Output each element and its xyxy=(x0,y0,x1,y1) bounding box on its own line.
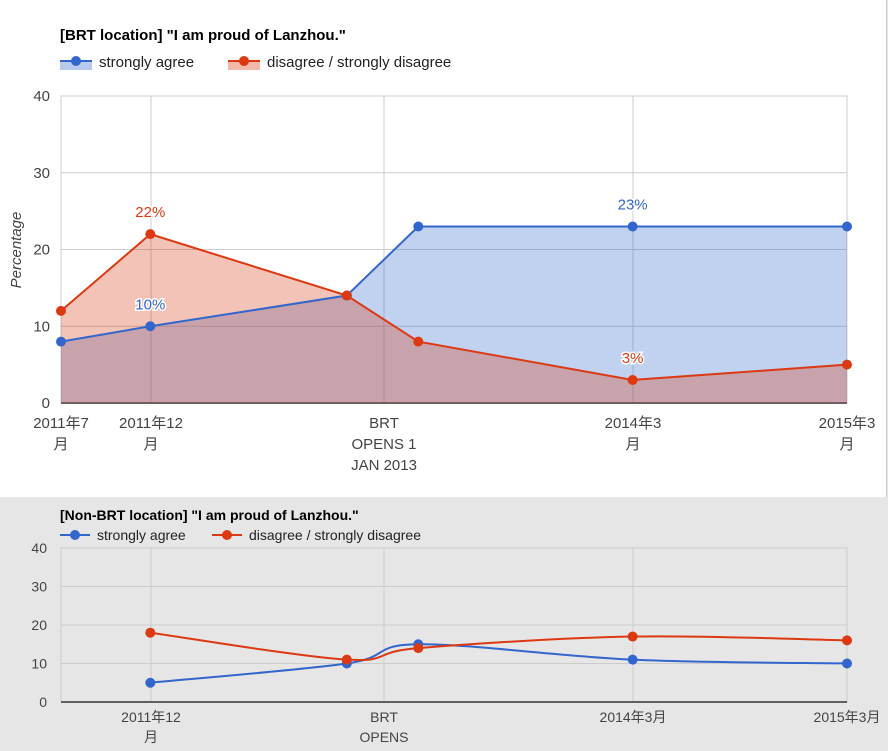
point-disagree-strongly-disagree[interactable] xyxy=(627,631,638,642)
legend-marker xyxy=(239,56,249,66)
y-axis-ticks: 0 10 20 30 40 xyxy=(33,88,50,412)
legend-item-strongly-agree[interactable]: strongly agree xyxy=(60,527,186,543)
line-strongly-agree xyxy=(60,225,847,343)
point-strongly-agree[interactable] xyxy=(56,336,66,347)
data-label: 3% xyxy=(622,350,644,367)
legend-item-disagree[interactable]: disagree / strongly disagree xyxy=(228,54,451,71)
legend-label: disagree / strongly disagree xyxy=(267,54,451,71)
point-strongly-agree[interactable] xyxy=(627,654,638,665)
point-strongly-agree[interactable] xyxy=(627,221,638,232)
y-tick-label: 30 xyxy=(33,165,50,182)
area-disagree-strongly-disagree xyxy=(61,234,847,403)
x-tick-label: BRT OPENS xyxy=(359,709,408,745)
x-tick-label: 2014年3月 xyxy=(600,709,667,725)
y-axis-ticks: 0 10 20 30 40 xyxy=(31,540,47,710)
chart-title: [BRT location] "I am proud of Lanzhou." xyxy=(60,27,346,44)
legend-marker xyxy=(70,530,80,540)
data-points xyxy=(56,221,852,385)
x-tick-label: 2011年7 月 xyxy=(33,415,89,453)
x-axis-ticks: 2011年12 月 BRT OPENS 2014年3月 2015年3月 xyxy=(121,709,880,745)
y-tick-label: 20 xyxy=(33,242,50,259)
point-disagree-strongly-disagree[interactable] xyxy=(341,654,352,665)
data-label: 22% xyxy=(135,204,165,221)
y-tick-label: 40 xyxy=(31,540,47,556)
point-disagree-strongly-disagree[interactable] xyxy=(145,229,156,240)
point-strongly-agree[interactable] xyxy=(413,221,424,232)
y-tick-label: 20 xyxy=(31,617,47,633)
legend-label: strongly agree xyxy=(97,527,186,543)
x-tick-label: BRT OPENS 1 JAN 2013 xyxy=(351,415,417,474)
point-strongly-agree[interactable] xyxy=(145,677,156,688)
legend-item-disagree[interactable]: disagree / strongly disagree xyxy=(212,527,421,543)
grid xyxy=(60,547,848,703)
series-lines xyxy=(60,225,848,381)
y-tick-label: 0 xyxy=(42,395,50,412)
y-tick-label: 0 xyxy=(39,694,47,710)
y-tick-label: 10 xyxy=(31,656,47,672)
line-strongly-agree xyxy=(150,643,848,684)
data-points xyxy=(145,627,852,688)
brt-chart-panel: [BRT location] "I am proud of Lanzhou." … xyxy=(0,0,887,497)
x-tick-label: 2011年12 月 xyxy=(121,709,181,745)
non-brt-chart-panel: [Non-BRT location] "I am proud of Lanzho… xyxy=(0,497,888,751)
point-disagree-strongly-disagree[interactable] xyxy=(413,643,424,654)
point-disagree-strongly-disagree[interactable] xyxy=(842,635,852,646)
data-label: 10% xyxy=(135,296,165,313)
legend: strongly agree disagree / strongly disag… xyxy=(60,527,421,543)
point-strongly-agree[interactable] xyxy=(145,321,156,332)
line-disagree-strongly-disagree xyxy=(150,631,848,662)
series-lines xyxy=(150,631,848,684)
legend-item-strongly-agree[interactable]: strongly agree xyxy=(60,54,194,71)
point-disagree-strongly-disagree[interactable] xyxy=(842,359,852,370)
grid xyxy=(60,95,848,404)
area-strongly-agree xyxy=(61,226,847,403)
point-disagree-strongly-disagree[interactable] xyxy=(627,374,638,385)
legend-marker xyxy=(222,530,232,540)
legend-marker xyxy=(71,56,81,66)
y-tick-label: 30 xyxy=(31,579,47,595)
point-disagree-strongly-disagree[interactable] xyxy=(413,336,424,347)
y-axis-label: Percentage xyxy=(8,212,25,289)
y-tick-label: 10 xyxy=(33,318,50,335)
x-tick-label: 2015年3月 xyxy=(814,709,881,725)
brt-chart: [BRT location] "I am proud of Lanzhou." … xyxy=(8,27,875,474)
point-strongly-agree[interactable] xyxy=(842,221,852,232)
chart-title: [Non-BRT location] "I am proud of Lanzho… xyxy=(60,507,359,523)
point-strongly-agree[interactable] xyxy=(842,658,852,669)
line-disagree-strongly-disagree xyxy=(60,233,848,381)
point-disagree-strongly-disagree[interactable] xyxy=(341,290,352,301)
point-disagree-strongly-disagree[interactable] xyxy=(56,305,66,316)
legend-label: strongly agree xyxy=(99,54,194,71)
x-axis-ticks: 2011年7 月 2011年12 月 BRT OPENS 1 JAN 2013 2014年3 月… xyxy=(33,415,875,474)
data-labels: 10% 23% 22% 3% xyxy=(134,195,649,369)
x-tick-label: 2011年12 月 xyxy=(119,415,183,453)
y-tick-label: 40 xyxy=(33,88,50,105)
data-label: 23% xyxy=(618,196,648,213)
point-disagree-strongly-disagree[interactable] xyxy=(145,627,156,638)
legend-label: disagree / strongly disagree xyxy=(249,527,421,543)
legend: strongly agree disagree / strongly disag… xyxy=(60,54,451,71)
non-brt-chart: [Non-BRT location] "I am proud of Lanzho… xyxy=(31,507,880,745)
area-fills xyxy=(61,226,847,403)
